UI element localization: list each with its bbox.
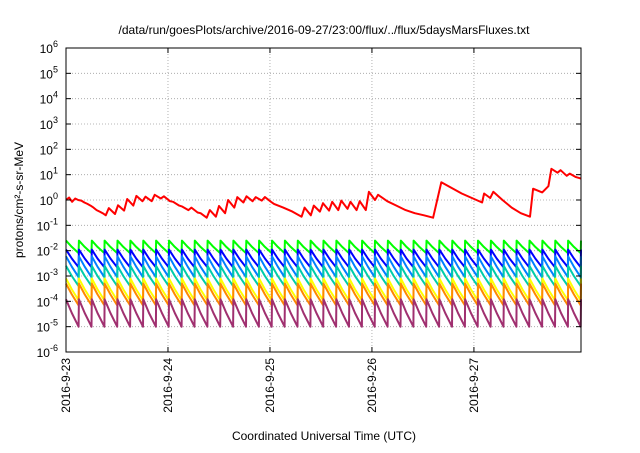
- y-tick-label: 102: [40, 140, 58, 157]
- y-tick-label: 10-3: [37, 267, 58, 284]
- x-tick-label: 2016-9-25: [263, 358, 277, 413]
- chart-title: /data/run/goesPlots/archive/2016-09-27/2…: [119, 23, 531, 37]
- x-tick-label: 2016-9-23: [59, 358, 73, 413]
- x-axis-label: Coordinated Universal Time (UTC): [232, 429, 416, 443]
- y-tick-label: 10-4: [37, 292, 58, 309]
- y-tick-label: 103: [40, 115, 58, 132]
- y-tick-label: 101: [40, 166, 58, 183]
- grid: [66, 48, 581, 352]
- series-line: [65, 167, 582, 219]
- x-tick-label: 2016-9-27: [467, 358, 481, 413]
- y-tick-label: 105: [40, 64, 58, 81]
- y-tick-label: 104: [40, 90, 58, 107]
- axes: 10-6 10-5 10-4 10-3 10-2 10-1 100 101 102 103 104 1…: [37, 39, 581, 413]
- x-tick-label: 2016-9-24: [161, 358, 175, 413]
- y-tick-label: 10-5: [37, 318, 58, 335]
- series-layer: [65, 167, 582, 328]
- y-tick-label: 10-6: [37, 343, 58, 360]
- y-tick-label: 10-2: [37, 242, 58, 259]
- x-tick-label: 2016-9-26: [365, 358, 379, 413]
- y-tick-label: 10-1: [37, 216, 58, 233]
- y-tick-label: 106: [40, 39, 58, 56]
- y-axis-label: protons/cm²-s-sr-MeV: [12, 142, 26, 258]
- series-line: [65, 298, 582, 328]
- y-tick-label: 100: [40, 191, 58, 208]
